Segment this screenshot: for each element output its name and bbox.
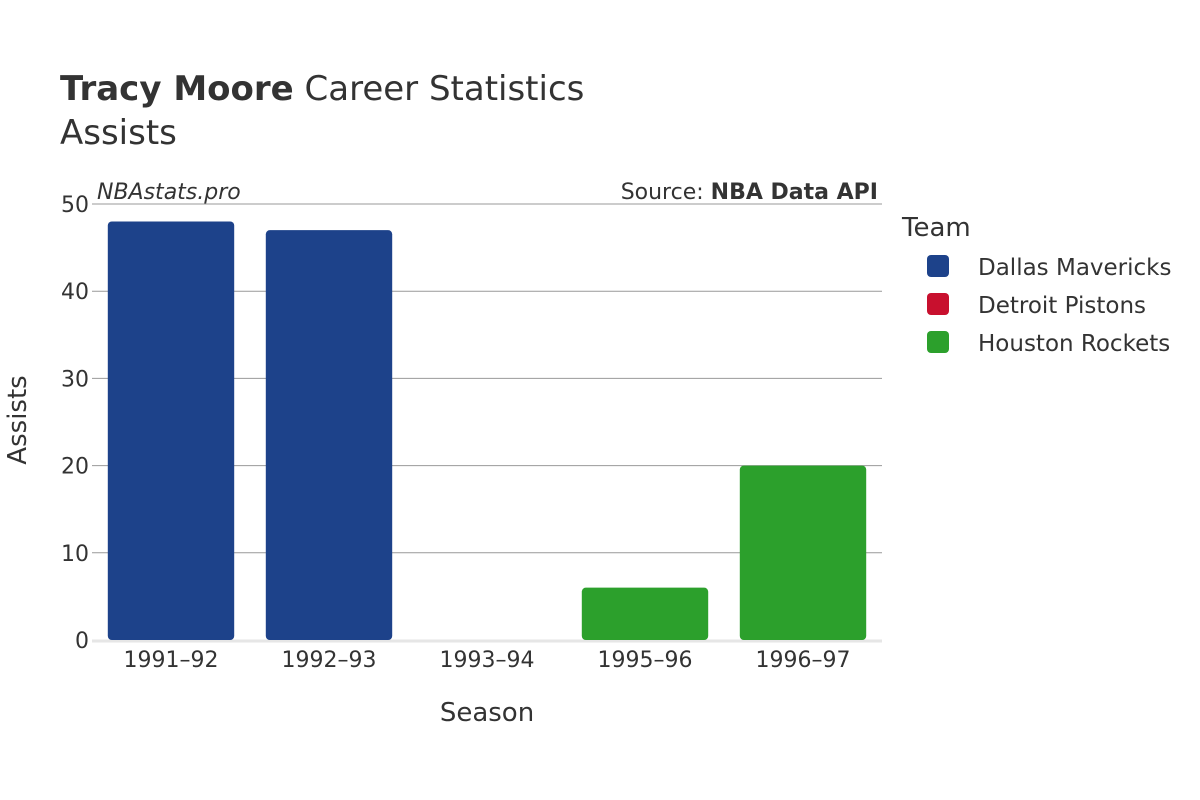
legend-swatch <box>927 331 949 353</box>
bar <box>107 221 235 640</box>
y-axis-tick-labels: 0 10 20 30 40 50 <box>61 193 89 654</box>
chart-title-player: Tracy Moore <box>60 69 294 109</box>
legend-item[interactable]: Detroit Pistons <box>927 293 1146 319</box>
x-axis-title: Season <box>440 698 534 728</box>
y-tick-label: 40 <box>61 280 89 305</box>
watermark-text: NBAstats.pro <box>97 180 241 205</box>
y-axis-title: Assists <box>3 375 33 464</box>
legend-label: Houston Rockets <box>978 331 1170 357</box>
source-credit: Source: NBA Data API <box>621 180 878 205</box>
y-tick-label: 20 <box>61 455 89 480</box>
bars <box>107 221 867 640</box>
y-tick-label: 30 <box>61 367 89 392</box>
legend-swatch <box>927 255 949 277</box>
y-tick-label: 50 <box>61 193 89 218</box>
bar <box>581 587 709 640</box>
x-tick-label: 1992–93 <box>282 648 377 673</box>
legend-swatch <box>927 293 949 315</box>
x-tick-label: 1995–96 <box>598 648 693 673</box>
x-axis-tick-labels: 1991–92 1992–93 1993–94 1995–96 1996–97 <box>124 648 851 673</box>
chart-subtitle: Assists <box>60 113 177 153</box>
bar <box>265 230 393 640</box>
chart-title: Tracy Moore Career Statistics <box>60 69 584 109</box>
x-tick-label: 1993–94 <box>440 648 535 673</box>
chart-title-suffix: Career Statistics <box>294 69 585 109</box>
x-tick-label: 1996–97 <box>756 648 851 673</box>
source-prefix: Source: <box>621 180 711 205</box>
legend-title: Team <box>901 213 971 243</box>
legend: Dallas Mavericks Detroit Pistons Houston R… <box>927 255 1171 357</box>
y-tick-label: 0 <box>75 629 89 654</box>
y-tick-label: 10 <box>61 542 89 567</box>
source-name: NBA Data API <box>711 180 878 205</box>
legend-item[interactable]: Dallas Mavericks <box>927 255 1171 281</box>
legend-label: Dallas Mavericks <box>978 255 1171 281</box>
legend-item[interactable]: Houston Rockets <box>927 331 1170 357</box>
x-tick-label: 1991–92 <box>124 648 219 673</box>
legend-label: Detroit Pistons <box>978 293 1146 319</box>
bar <box>739 465 867 640</box>
